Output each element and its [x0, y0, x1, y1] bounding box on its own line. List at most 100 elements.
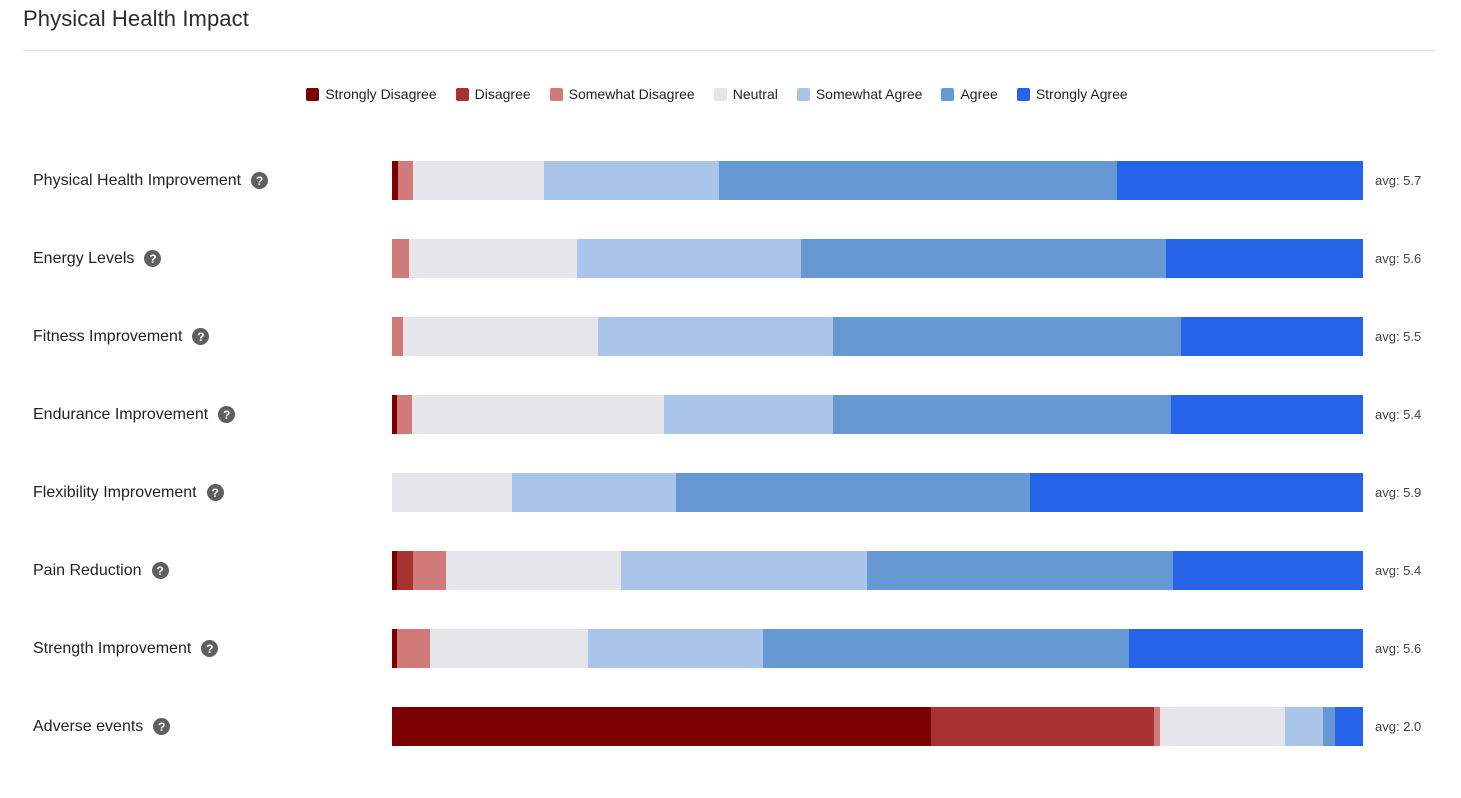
bar-segment-strongly-disagree[interactable]	[392, 707, 931, 746]
legend-item[interactable]: Disagree	[455, 86, 531, 102]
category-label-text: Pain Reduction	[33, 561, 142, 579]
bar-segment-somewhat-disagree[interactable]	[392, 239, 409, 278]
bar-segment-strongly-disagree[interactable]	[392, 161, 398, 200]
stacked-bar	[392, 161, 1363, 200]
question-circle-icon[interactable]: ?	[218, 406, 236, 423]
bar-segment-agree[interactable]	[1323, 707, 1335, 746]
bar-segment-somewhat-agree[interactable]	[621, 551, 867, 590]
bar-segment-agree[interactable]	[832, 395, 1171, 434]
category-label: Adverse events?	[33, 707, 171, 746]
chart-row: Pain Reduction? avg: 5.4	[0, 551, 1461, 590]
legend-item[interactable]: Strongly Agree	[1016, 86, 1128, 102]
bar-segment-somewhat-agree[interactable]	[544, 161, 720, 200]
bar-segment-somewhat-agree[interactable]	[1285, 707, 1324, 746]
legend-item[interactable]: Neutral	[713, 86, 778, 102]
bar-segment-agree[interactable]	[800, 239, 1166, 278]
bar-segment-neutral[interactable]	[408, 239, 578, 278]
chart-row: Strength Improvement? avg: 5.6	[0, 629, 1461, 668]
question-circle-icon[interactable]: ?	[153, 718, 171, 735]
bar-segment-agree[interactable]	[762, 629, 1129, 668]
bar-segment-somewhat-disagree[interactable]	[1154, 707, 1161, 746]
question-circle-icon[interactable]: ?	[144, 250, 162, 267]
legend-item[interactable]: Agree	[941, 86, 998, 102]
bar-segment-somewhat-agree[interactable]	[663, 395, 833, 434]
chart-row: Adverse events? avg: 2.0	[0, 707, 1461, 746]
bar-segment-somewhat-agree[interactable]	[512, 473, 676, 512]
bar-segment-agree[interactable]	[832, 317, 1182, 356]
average-label: avg: 5.6	[1375, 251, 1422, 266]
stacked-bar	[392, 473, 1363, 512]
question-circle-icon[interactable]: ?	[201, 640, 219, 657]
bar-segment-neutral[interactable]	[1160, 707, 1286, 746]
bar-segment-somewhat-disagree[interactable]	[396, 629, 430, 668]
category-label-text: Physical Health Improvement	[33, 171, 242, 189]
question-circle-icon[interactable]: ?	[251, 172, 269, 189]
chart-legend: Strongly Disagree Disagree Somewhat Disagr…	[0, 86, 1461, 102]
bar-segment-strongly-agree[interactable]	[1165, 239, 1363, 278]
average-label: avg: 2.0	[1375, 719, 1422, 734]
legend-swatch	[306, 87, 320, 101]
bar-segment-agree[interactable]	[719, 161, 1118, 200]
category-label-text: Fitness Improvement	[33, 327, 183, 345]
question-circle-icon[interactable]: ?	[151, 562, 169, 579]
bar-segment-strongly-agree[interactable]	[1029, 473, 1363, 512]
chart-row: Fitness Improvement? avg: 5.5	[0, 317, 1461, 356]
bar-segment-neutral[interactable]	[413, 161, 545, 200]
bar-segment-somewhat-disagree[interactable]	[397, 161, 414, 200]
category-label: Pain Reduction?	[33, 551, 169, 590]
category-label: Flexibility Improvement?	[33, 473, 224, 512]
average-label: avg: 5.7	[1375, 173, 1422, 188]
bar-segment-strongly-agree[interactable]	[1181, 317, 1363, 356]
title-divider	[23, 50, 1435, 51]
category-label: Fitness Improvement?	[33, 317, 210, 356]
bar-segment-somewhat-disagree[interactable]	[396, 395, 413, 434]
stacked-bar	[392, 317, 1363, 356]
stacked-bar	[392, 395, 1363, 434]
legend-item[interactable]: Somewhat Disagree	[549, 86, 695, 102]
bar-segment-somewhat-disagree[interactable]	[392, 317, 403, 356]
category-label-text: Adverse events	[33, 717, 144, 735]
bar-segment-strongly-agree[interactable]	[1128, 629, 1363, 668]
average-label: avg: 5.6	[1375, 641, 1422, 656]
bar-segment-strongly-agree[interactable]	[1172, 551, 1363, 590]
bar-segment-agree[interactable]	[866, 551, 1173, 590]
legend-swatch	[796, 87, 810, 101]
question-circle-icon[interactable]: ?	[192, 328, 210, 345]
bar-segment-somewhat-agree[interactable]	[577, 239, 801, 278]
bar-segment-disagree[interactable]	[930, 707, 1155, 746]
bar-segment-neutral[interactable]	[412, 395, 664, 434]
bar-segment-strongly-disagree[interactable]	[392, 629, 397, 668]
bar-segment-agree[interactable]	[675, 473, 1030, 512]
bar-segment-neutral[interactable]	[392, 473, 513, 512]
legend-swatch	[549, 87, 563, 101]
bar-segment-strongly-disagree[interactable]	[392, 551, 397, 590]
category-label-text: Flexibility Improvement	[33, 483, 197, 501]
legend-swatch	[713, 87, 727, 101]
average-label: avg: 5.4	[1375, 563, 1422, 578]
chart-row: Energy Levels? avg: 5.6	[0, 239, 1461, 278]
bar-segment-strongly-disagree[interactable]	[392, 395, 397, 434]
bar-segment-neutral[interactable]	[429, 629, 589, 668]
question-circle-icon[interactable]: ?	[206, 484, 224, 501]
average-label: avg: 5.5	[1375, 329, 1422, 344]
bar-segment-somewhat-disagree[interactable]	[413, 551, 447, 590]
category-label-text: Energy Levels	[33, 249, 135, 267]
legend-label: Agree	[960, 86, 998, 102]
bar-segment-somewhat-agree[interactable]	[588, 629, 763, 668]
chart-row: Flexibility Improvement? avg: 5.9	[0, 473, 1461, 512]
legend-swatch	[455, 87, 469, 101]
bar-segment-strongly-agree[interactable]	[1117, 161, 1363, 200]
chart-row: Physical Health Improvement? avg: 5.7	[0, 161, 1461, 200]
bar-segment-disagree[interactable]	[396, 551, 414, 590]
bar-segment-neutral[interactable]	[446, 551, 622, 590]
stacked-bar	[392, 707, 1363, 746]
bar-segment-strongly-agree[interactable]	[1334, 707, 1363, 746]
bar-segment-neutral[interactable]	[402, 317, 598, 356]
legend-item[interactable]: Somewhat Agree	[796, 86, 922, 102]
legend-item[interactable]: Strongly Disagree	[306, 86, 437, 102]
legend-label: Neutral	[732, 86, 778, 102]
bar-segment-strongly-agree[interactable]	[1170, 395, 1363, 434]
category-label: Physical Health Improvement?	[33, 161, 269, 200]
bar-segment-somewhat-agree[interactable]	[597, 317, 833, 356]
chart-row: Endurance Improvement? avg: 5.4	[0, 395, 1461, 434]
